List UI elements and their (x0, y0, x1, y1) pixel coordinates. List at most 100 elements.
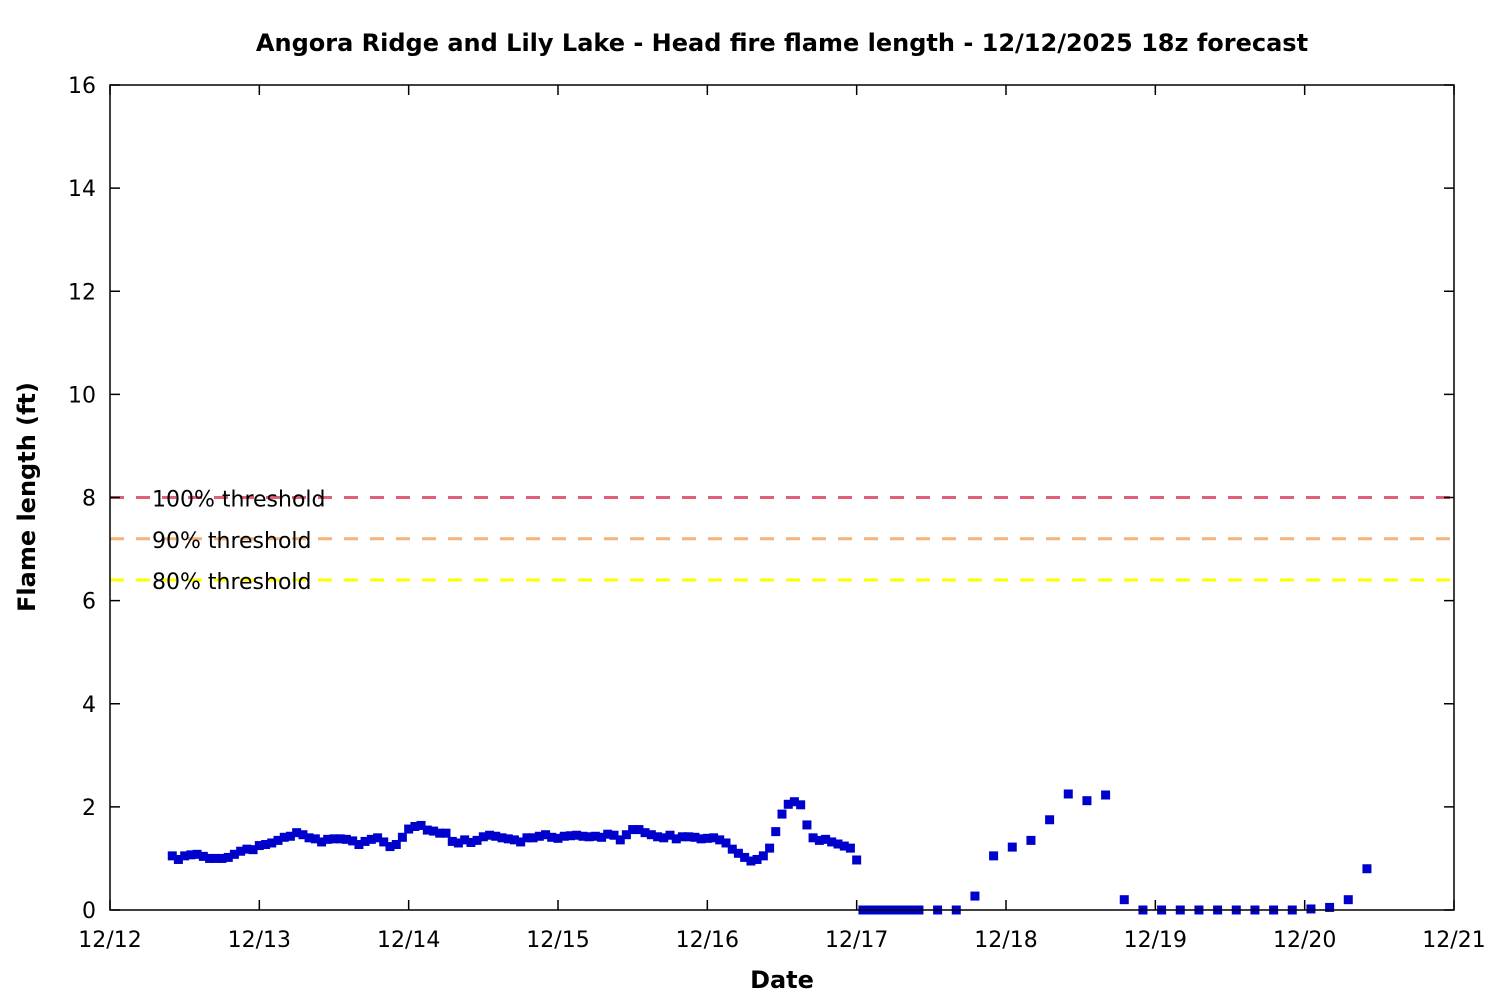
data-point (1343, 895, 1353, 905)
data-point (789, 797, 799, 807)
data-point (354, 840, 364, 850)
data-point (279, 832, 289, 842)
data-point (603, 829, 613, 839)
data-point (1325, 902, 1335, 912)
data-point (180, 851, 190, 861)
data-point (814, 835, 824, 845)
data-point (590, 831, 600, 841)
data-point (360, 836, 370, 846)
data-point (696, 834, 706, 844)
y-axis: 0 2 4 6 8 10 12 14 16 (68, 74, 1454, 924)
data-point (628, 825, 638, 835)
data-point (665, 830, 675, 840)
data-point (167, 851, 177, 861)
data-point (771, 827, 781, 837)
data-point (796, 800, 806, 810)
y-tick-label: 16 (68, 74, 96, 99)
data-point (267, 838, 277, 848)
x-tick-label: 12/13 (228, 928, 291, 953)
data-point (541, 830, 551, 840)
data-point (640, 828, 650, 838)
data-point (653, 832, 663, 842)
data-point (721, 838, 731, 848)
data-point (229, 849, 239, 859)
x-tick-label: 12/16 (676, 928, 739, 953)
data-point (373, 833, 383, 843)
data-point (435, 828, 445, 838)
data-point (1007, 842, 1017, 852)
data-point (709, 833, 719, 843)
data-point (497, 833, 507, 843)
y-tick-label: 12 (68, 280, 96, 305)
data-point (211, 853, 221, 863)
data-point (659, 833, 669, 843)
data-point (702, 833, 712, 843)
data-point (522, 833, 532, 843)
x-tick-label: 12/17 (825, 928, 888, 953)
y-tick-label: 6 (82, 590, 96, 615)
data-point (254, 841, 264, 851)
data-point (565, 831, 575, 841)
x-tick-label: 12/20 (1273, 928, 1336, 953)
data-point (173, 854, 183, 864)
data-point (615, 835, 625, 845)
data-point (1082, 796, 1092, 806)
data-point (410, 821, 420, 831)
data-point (634, 825, 644, 835)
data-point (746, 856, 756, 866)
data-point (646, 830, 656, 840)
threshold-lines: 100% threshold 90% threshold 80% threshold (110, 488, 1454, 595)
data-point (310, 834, 320, 844)
data-point (1101, 790, 1111, 800)
threshold-label: 90% threshold (152, 529, 312, 554)
data-point (827, 837, 837, 847)
data-point (684, 832, 694, 842)
data-point (621, 830, 631, 840)
data-point (553, 833, 563, 843)
data-point (1026, 835, 1036, 845)
data-point (727, 844, 737, 854)
y-tick-label: 2 (82, 796, 96, 821)
data-point (422, 825, 432, 835)
y-tick-label: 10 (68, 383, 96, 408)
data-point (609, 830, 619, 840)
data-point (584, 832, 594, 842)
x-tick-label: 12/18 (974, 928, 1037, 953)
data-point (989, 851, 999, 861)
data-point (777, 809, 787, 819)
data-point (273, 835, 283, 845)
data-point (441, 828, 451, 838)
data-point (1119, 895, 1129, 905)
data-point (783, 799, 793, 809)
x-tick-label: 12/19 (1124, 928, 1187, 953)
data-point (429, 826, 439, 836)
data-point (1063, 789, 1073, 799)
y-tick-label: 8 (82, 487, 96, 512)
data-point (298, 830, 308, 840)
data-point (597, 832, 607, 842)
data-point (852, 855, 862, 865)
data-point (242, 844, 252, 854)
data-point (366, 834, 376, 844)
data-point (323, 834, 333, 844)
data-point (217, 853, 227, 863)
data-point (348, 836, 358, 846)
data-point (460, 835, 470, 845)
data-point (578, 831, 588, 841)
data-point (677, 832, 687, 842)
x-tick-label: 12/14 (377, 928, 440, 953)
data-point (690, 832, 700, 842)
x-axis: 12/12 12/13 12/14 12/15 12/16 12/17 12/18 12/19… (78, 85, 1486, 953)
data-point (1362, 864, 1372, 874)
data-point (715, 835, 725, 845)
data-point (335, 834, 345, 844)
y-axis-label: Flame length (ft) (13, 382, 41, 612)
data-point (833, 839, 843, 849)
x-tick-label: 12/12 (78, 928, 141, 953)
data-point (485, 830, 495, 840)
data-point (845, 843, 855, 853)
data-point (503, 834, 513, 844)
data-point (186, 850, 196, 860)
data-point (397, 832, 407, 842)
x-tick-label: 12/15 (526, 928, 589, 953)
